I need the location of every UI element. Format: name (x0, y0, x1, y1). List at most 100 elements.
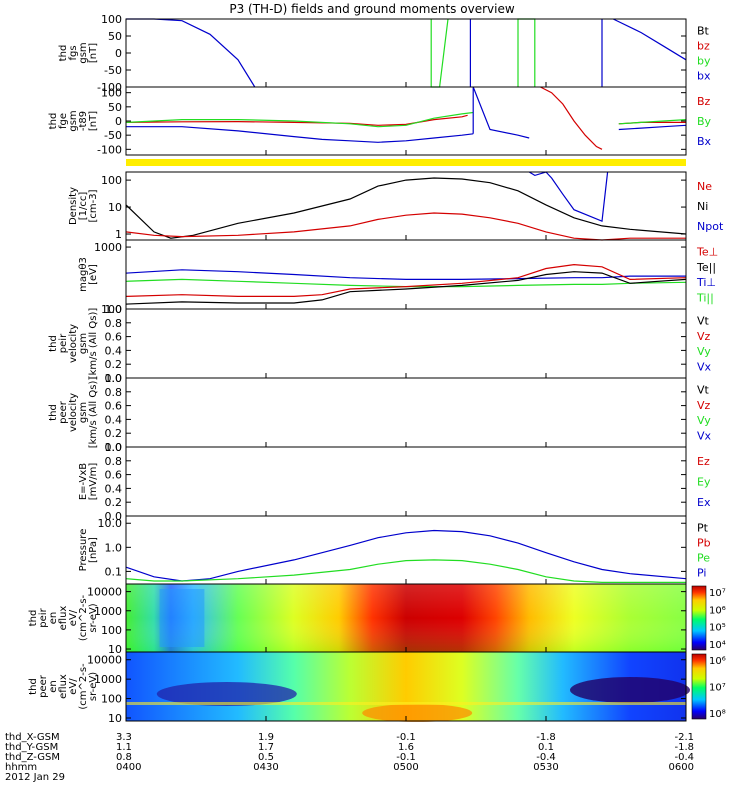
y-tick-label: 1000 (94, 241, 122, 254)
y-axis-label: gsm (78, 333, 89, 354)
y-axis-label: fge (58, 113, 69, 129)
panel-density: 100 10 1 Density [1/cc] [cm-3] Ne Ni Npot (68, 171, 724, 241)
y-tick-label: 1.0 (105, 441, 123, 454)
y-tick-label: -100 (97, 143, 122, 156)
legend-Vt: Vt (697, 315, 710, 328)
y-tick-label: 0.0 (105, 372, 123, 385)
y-axis-label: gsm (68, 110, 79, 131)
legend-Pb: Pb (697, 537, 711, 550)
electron-spectrogram-dark-right (570, 677, 690, 703)
legend-By: By (697, 115, 712, 128)
y-axis-label: en (48, 612, 59, 625)
y-tick-label: 10 (108, 643, 122, 656)
colorbar-label: 10⁵ (709, 623, 726, 634)
panel-pressure: 10.0 1.0 0.1 Pressure [nPa] Pt Pb Pe Pi (78, 515, 711, 585)
legend-Te⊥: Te⊥ (696, 246, 718, 259)
electron-spectrogram-band (126, 702, 686, 705)
y-tick-label: 10 (108, 712, 122, 725)
axis-value-3-2: 0500 (393, 762, 418, 773)
y-tick-label: 1 (115, 228, 122, 241)
y-axis-label: (cm^2-s- (78, 663, 89, 710)
legend-Vy: Vy (697, 345, 711, 358)
series-Te_par (125, 271, 687, 305)
axis-value-0-1: 1.9 (258, 732, 274, 743)
y-axis-label: eV/ (68, 609, 79, 626)
electron-spectrogram-dark-left (156, 682, 297, 706)
y-tick-label: 100 (101, 87, 122, 100)
y-axis-label: thd (48, 404, 59, 421)
y-axis-label: sr-eV) (88, 672, 99, 701)
ion-spectrogram-blue-band (159, 589, 205, 647)
series-Ti_par (125, 278, 687, 288)
y-axis-label: peir (38, 607, 49, 627)
row-label-x: thd_X-GSM (5, 732, 60, 743)
axis-value-0-3: -1.8 (536, 732, 556, 743)
axis-value-0-0: 3.3 (116, 732, 132, 743)
y-axis-label: fgs (68, 45, 79, 60)
y-tick-label: 10000 (87, 654, 122, 667)
legend-Ne: Ne (697, 180, 712, 193)
figure-title: P3 (TH-D) fields and ground moments over… (229, 2, 514, 16)
row-label-y: thd_Y-GSM (5, 742, 58, 753)
legend-Ex: Ex (697, 496, 711, 509)
electron-spectrogram-hot-core (362, 704, 473, 722)
colorbar-label: 10⁷ (709, 683, 726, 694)
y-tick-label: 0.2 (105, 496, 123, 509)
legend-Te||: Te|| (696, 261, 716, 274)
axis-value-2-0: 0.8 (116, 752, 132, 763)
y-tick-label: 0 (115, 115, 122, 128)
y-tick-label: 0.6 (105, 400, 123, 413)
legend-Pi: Pi (697, 567, 706, 580)
y-axis-label: [nPa] (88, 537, 99, 563)
y-tick-label: 0.8 (105, 317, 123, 330)
y-tick-label: 0.4 (105, 482, 123, 495)
legend-Vz: Vz (697, 330, 711, 343)
legend-Ti||: Ti|| (696, 291, 714, 304)
y-tick-label: 0.0 (105, 510, 123, 523)
legend-bx: bx (697, 70, 711, 83)
colorbar-label: 10⁷ (709, 588, 726, 599)
y-axis-label: [cm-3] (88, 189, 99, 222)
y-axis-label: eflux (58, 674, 69, 699)
axis-value-0-2: -0.1 (396, 732, 416, 743)
y-tick-label: 100 (101, 13, 122, 26)
panel-frame (125, 239, 687, 310)
y-axis-label: peer (38, 674, 49, 698)
y-axis-label: [1/cc] (78, 192, 89, 221)
legend-Ni: Ni (697, 200, 708, 213)
legend-by: by (697, 55, 711, 68)
series-Ni (125, 177, 687, 239)
axis-value-3-4: 0600 (669, 762, 694, 773)
y-axis-label: thd (28, 610, 39, 627)
ion-spectrogram-shade (126, 584, 686, 652)
y-tick-label: -50 (104, 64, 122, 77)
colorbar-eeflux (691, 653, 707, 720)
series-Bz-b (540, 86, 603, 150)
series-Bx-b (472, 86, 530, 139)
axis-value-2-1: 0.5 (258, 752, 274, 763)
series-Bx-c (618, 124, 687, 131)
series-Ti_perp (125, 269, 686, 280)
axis-value-2-2: -0.1 (396, 752, 416, 763)
axis-value-3-1: 0430 (253, 762, 278, 773)
panel-frame (125, 86, 687, 156)
time-axis-labels: thd_X-GSM thd_Y-GSM thd_Z-GSM hhmm 2012 … (5, 732, 694, 783)
y-axis-label: E=-VxB (78, 463, 89, 500)
panel-temp: 1000 100 magθ3 [eV] Te⊥ Te|| Ti⊥ Ti|| (78, 239, 718, 316)
y-axis-label: thd (28, 678, 39, 695)
axis-value-2-4: -0.4 (674, 752, 694, 763)
legend-Bt: Bt (697, 25, 710, 38)
series-Ne (125, 212, 686, 241)
y-axis-label: [mV/m] (88, 463, 99, 501)
y-axis-label: [km/s (All Qs)] (88, 308, 99, 380)
y-axis-label: velocity (68, 393, 79, 432)
y-axis-label: thd (48, 113, 59, 130)
y-axis-label: velocity (68, 324, 79, 363)
legend-Vt: Vt (697, 384, 710, 397)
status-bar (126, 159, 686, 166)
panel-fgs: 100 50 0 -50 -100 thd fgs gsm [nT] Bt bz by bx (58, 13, 711, 94)
legend-Vx: Vx (697, 429, 712, 442)
